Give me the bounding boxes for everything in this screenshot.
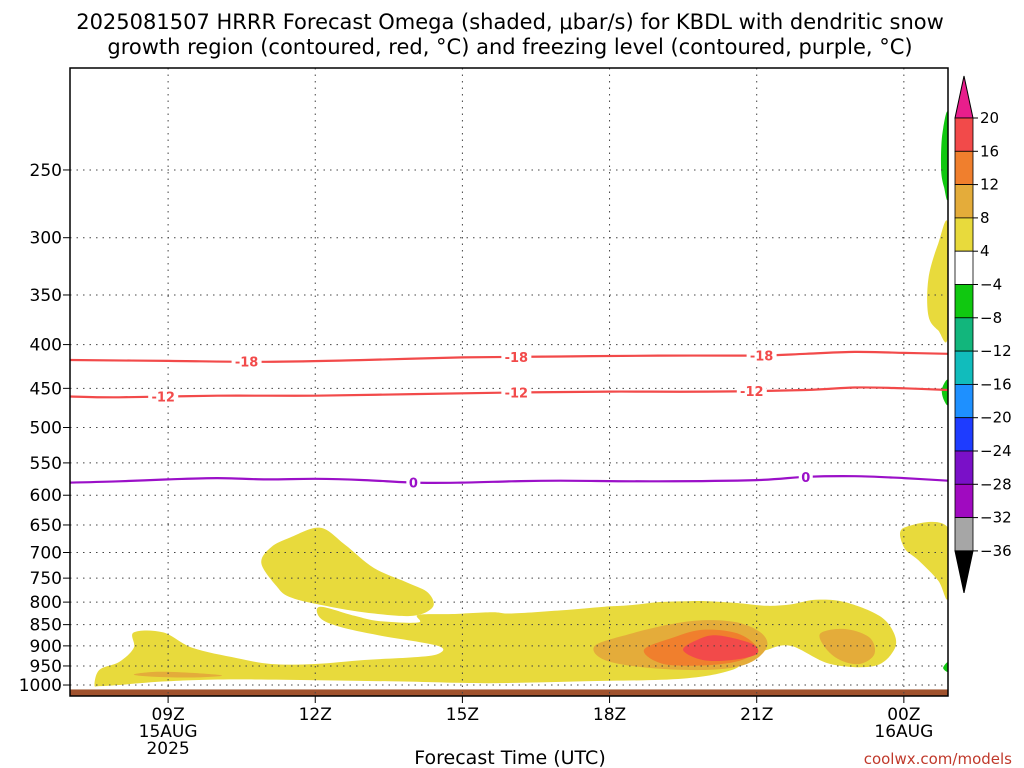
x-tick-label: 15Z: [446, 705, 479, 725]
contour-line--12: [70, 386, 948, 399]
contour-label--18: -18: [505, 351, 529, 366]
omega-region-10: [940, 111, 948, 201]
y-tick-label: 350: [30, 286, 62, 306]
colorbar-label: 12: [980, 176, 999, 194]
colorbar-segment: [954, 184, 974, 219]
chart-title-line-1: 2025081507 HRRR Forecast Omega (shaded, …: [76, 10, 944, 34]
y-tick-label: 300: [30, 229, 62, 249]
omega-shaded-regions: [94, 111, 948, 687]
omega-region-12: [943, 661, 948, 672]
colorbar-segment: [954, 517, 974, 552]
credit-link[interactable]: coolwx.com/models: [864, 750, 1012, 768]
chart-title-line-2: growth region (contoured, red, °C) and f…: [107, 35, 912, 59]
omega-region-2: [261, 527, 434, 617]
contour-label--18: -18: [235, 356, 259, 371]
colorbar-label: −12: [980, 342, 1012, 360]
y-tick-label: 500: [30, 418, 62, 438]
y-tick-label: 950: [30, 657, 62, 677]
colorbar-segment: [954, 117, 974, 152]
contour-label--12: -12: [151, 391, 175, 406]
x-tick-label: 00Z: [887, 705, 920, 725]
omega-region-4: [927, 220, 948, 343]
contour-label-bg: [231, 354, 262, 369]
colorbar-label: −28: [980, 475, 1012, 493]
colorbar-segment: [954, 150, 974, 186]
colorbar-label: −36: [980, 542, 1012, 560]
colorbar-label: 20: [980, 109, 999, 127]
colorbar-under-arrow: [954, 550, 974, 594]
x-tick-label: 12Z: [299, 705, 332, 725]
contour-label-bg: [501, 349, 532, 364]
colorbar-segment: [954, 417, 974, 452]
y-tick-label: 450: [30, 379, 62, 399]
colorbar-label: −8: [980, 309, 1002, 327]
colorbar: 20 16 12 8 4 −4 −8 −12 −16 −20 −24 −28 −32 −36: [954, 75, 1012, 594]
colorbar-segment: [954, 383, 974, 419]
y-tick-label: 400: [30, 336, 62, 356]
contour-lines: -18 -18 -18 -12 -12 -12 0 0: [70, 348, 948, 492]
contour-label-bg: [148, 389, 179, 404]
contour-line-0: [70, 475, 948, 484]
grid-lines: [70, 68, 948, 696]
contour-label-bg: [746, 348, 777, 363]
y-tick-label: 900: [30, 637, 62, 657]
contour-label--12: -12: [505, 386, 529, 401]
omega-region-6: [133, 671, 223, 678]
x-tick-label: 2025: [146, 739, 189, 759]
contour-label--18: -18: [750, 349, 774, 364]
x-tick-label: 16AUG: [874, 722, 933, 742]
colorbar-segment: [954, 217, 974, 252]
contour-label--12: -12: [740, 385, 764, 400]
y-tick-label: 1000: [19, 676, 62, 696]
y-tick-label: 550: [30, 454, 62, 474]
omega-region-9: [683, 635, 759, 662]
x-tick-label: 09Z: [151, 705, 184, 725]
colorbar-label: 8: [980, 209, 990, 227]
colorbar-label: 16: [980, 142, 999, 160]
contour-label-bg: [406, 475, 421, 490]
contour-label-bg: [798, 469, 813, 484]
colorbar-segment: [954, 317, 974, 352]
x-axis-label: Forecast Time (UTC): [414, 747, 605, 768]
colorbar-label: −4: [980, 276, 1002, 294]
x-tick-label: 18Z: [593, 705, 626, 725]
contour-label-0: 0: [409, 477, 418, 492]
y-tick-label: 600: [30, 486, 62, 506]
terrain-layer: [70, 689, 948, 696]
y-tick-label: 250: [30, 161, 62, 181]
x-tick-label: 15AUG: [139, 722, 198, 742]
colorbar-segment: [954, 483, 974, 518]
y-tick-label: 700: [30, 544, 62, 564]
axes: 2503003504004505005506006507007508008509…: [19, 161, 934, 759]
colorbar-label: −16: [980, 375, 1012, 393]
colorbar-segment: [954, 284, 974, 319]
colorbar-label: −24: [980, 442, 1012, 460]
y-tick-label: 800: [30, 593, 62, 613]
colorbar-label: −32: [980, 509, 1012, 527]
omega-region-11: [941, 379, 948, 406]
terrain-surface: [70, 689, 948, 696]
x-tick-label: 21Z: [740, 705, 773, 725]
y-tick-label: 850: [30, 616, 62, 636]
colorbar-segment: [954, 350, 974, 385]
contour-label-bg: [736, 383, 767, 398]
contour-label-0: 0: [801, 471, 810, 486]
colorbar-segment: [954, 250, 974, 285]
y-tick-label: 750: [30, 569, 62, 589]
contour-label-bg: [501, 385, 532, 400]
omega-region-7: [819, 628, 876, 665]
plot-frame: [69, 67, 949, 697]
colorbar-over-arrow: [954, 75, 974, 119]
colorbar-label: −20: [980, 409, 1012, 427]
colorbar-label: 4: [980, 242, 990, 260]
omega-region-1: [94, 599, 897, 687]
colorbar-segment: [954, 450, 974, 485]
y-tick-label: 650: [30, 516, 62, 536]
omega-region-3: [899, 521, 948, 600]
